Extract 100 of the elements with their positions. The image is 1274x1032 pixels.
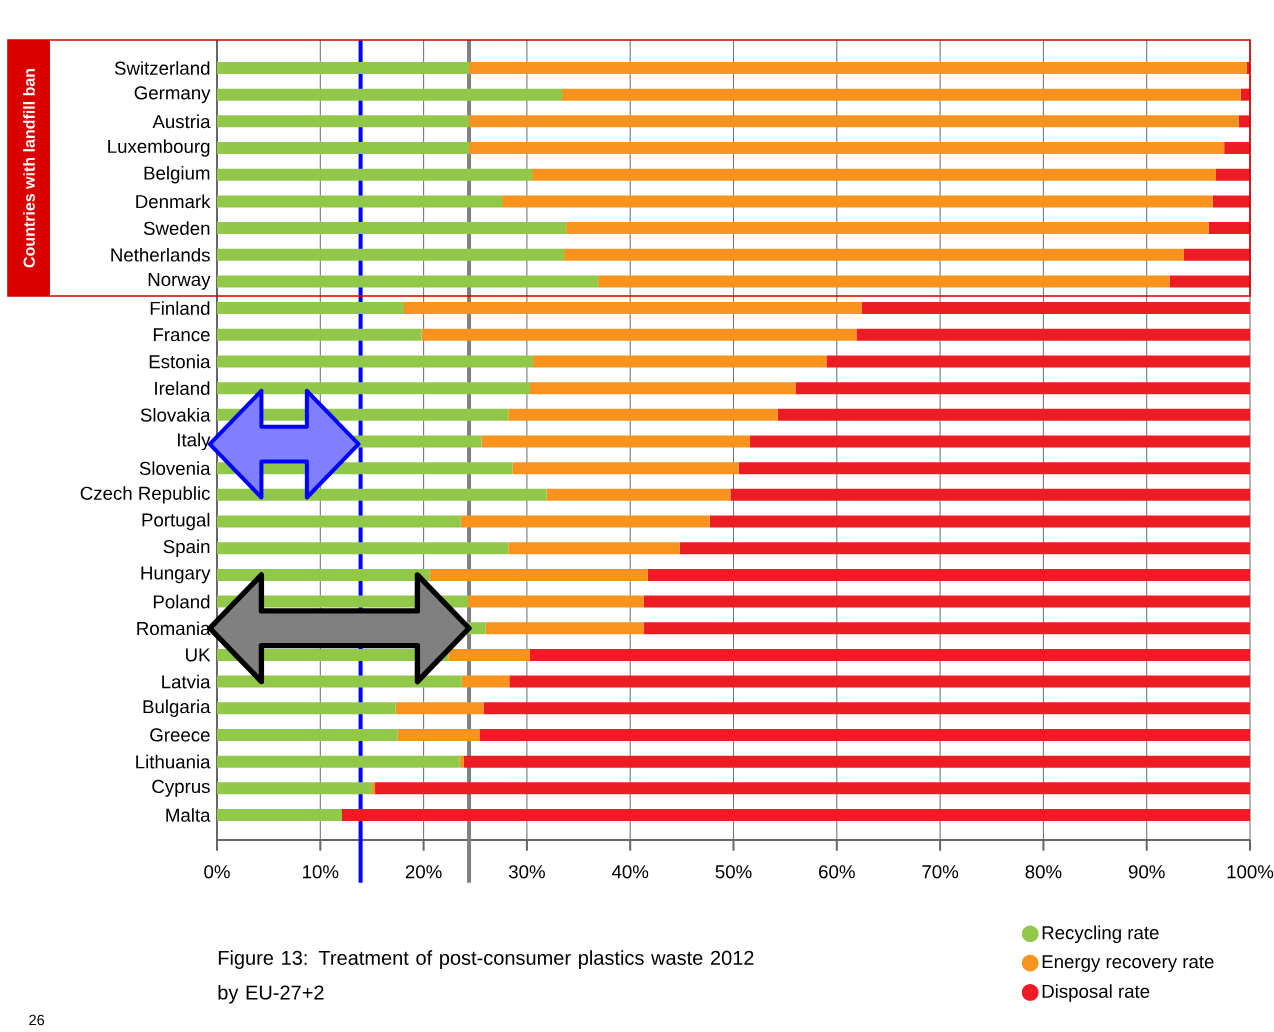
bar [795,382,1251,395]
y-tick-label: Greece [150,728,210,742]
bar [375,782,1251,795]
text: Countries with landfill ban [23,68,35,268]
y-tick-label: Malta [166,808,211,822]
y-tick-label: Bulgaria [143,699,211,717]
y-tick-label: Italy [177,432,211,451]
bar [1183,248,1251,261]
y-tick-label: Latvia [162,674,211,689]
y-tick-label: Cyprus [152,779,210,797]
bar [485,622,644,635]
text: Figure 13: Treatment of post-consumer plastics waste 2012 by EU-27+2 [218,950,754,1004]
bar [826,355,1251,368]
bar [479,728,1251,741]
bar [1169,275,1251,288]
bar [463,755,1251,768]
bar [738,462,1251,475]
bar [1215,168,1251,181]
y-tick-label: France [153,328,210,342]
legend-label: Disposal rate [1042,984,1150,1002]
bar [217,809,342,822]
bar [777,408,1251,421]
x-tick-label: 30% [508,865,545,879]
x-tick-label: 70% [922,865,959,879]
bar [530,648,1251,661]
bar [709,515,1251,528]
bar [217,755,460,768]
y-tick-label: Ireland [155,381,210,396]
bar [647,568,1251,581]
bar [461,675,510,688]
bar [856,328,1251,341]
x-tick-label: 40% [611,865,649,879]
bar [395,702,484,715]
bar [530,382,796,395]
bar [217,115,470,128]
bar [448,648,530,661]
bar [429,568,648,581]
bar [533,355,827,368]
bar [460,515,710,528]
bar [217,275,599,288]
x-tick-label: 100% [1227,865,1274,879]
legend-label: Recycling rate [1042,925,1159,944]
bar [750,435,1251,448]
bar [643,622,1251,635]
bar [546,488,731,501]
bar [512,462,739,475]
bar [217,568,430,581]
bar [217,515,461,528]
bar [459,755,464,768]
y-tick-label: Belgium [144,166,210,184]
bar [217,142,470,155]
bar [217,88,563,101]
x-tick-label: 90% [1128,865,1165,879]
y-tick-label: Netherlands [111,247,210,262]
x-tick-label: 60% [819,865,855,879]
bar [217,488,547,501]
y-tick-label: Hungary [141,566,211,584]
x-tick-label: 80% [1025,865,1062,879]
bar [217,355,534,368]
y-tick-label: Lithuania [136,754,211,769]
y-tick-label: Norway [148,273,211,290]
bar [562,88,1241,101]
bar [403,302,862,315]
bar [342,809,1251,822]
y-tick-label: Portugal [142,512,210,531]
bar [643,595,1251,608]
bar [1208,222,1251,235]
bar [508,408,778,421]
bar [679,542,1251,555]
bar [217,542,509,555]
bar [217,195,503,208]
y-tick-label: Austria [152,114,211,129]
bar [508,542,680,555]
bar [861,302,1251,315]
bar [217,702,396,715]
bar [217,782,372,795]
bar [371,782,376,795]
y-tick-label: Finland [150,301,210,315]
bar [509,675,1251,688]
y-tick-label: Poland [153,594,210,609]
x-tick-label: 20% [405,865,442,879]
legend-label: Energy recovery rate [1042,955,1214,972]
y-tick-label: Spain [163,539,210,557]
bar [502,195,1213,208]
bar [564,248,1184,261]
bar [217,222,567,235]
bar [468,595,644,608]
bar [481,435,751,448]
x-tick-label: 10% [303,865,339,879]
y-tick-label: Estonia [149,354,211,369]
bar [421,328,857,341]
text: 26 [29,1014,45,1026]
bar [1224,142,1251,155]
bar [532,168,1216,181]
bar [217,62,470,74]
bar [1212,195,1251,208]
bar [598,275,1170,288]
y-tick-label: Czech Republic [80,486,210,504]
bar [217,675,462,688]
y-tick-label: Switzerland [114,61,210,75]
